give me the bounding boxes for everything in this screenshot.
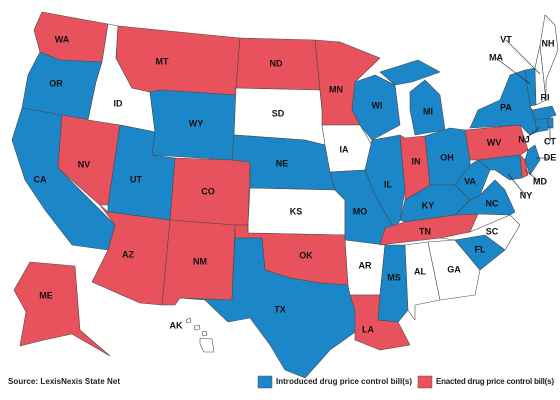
labels-layer: WA OR CA NV ID MT WY UT AZ CO NM ND SD NE KS OK TX MN IA MO… [34, 34, 557, 334]
state-label: CO [201, 186, 215, 196]
state-shape [91, 204, 171, 306]
state-label: PA [500, 102, 512, 112]
state-label: GA [447, 264, 461, 274]
state-shape [185, 317, 215, 353]
state-label: SC [486, 226, 499, 236]
state-shape [427, 239, 481, 301]
state-shape [529, 105, 557, 121]
state-label: KY [422, 200, 435, 210]
state-shape [379, 213, 479, 246]
state-label: NY [520, 190, 533, 200]
state-label: SD [272, 108, 285, 118]
state-label: TN [419, 226, 431, 236]
state-label: NC [486, 198, 499, 208]
state-label: OK [299, 250, 313, 260]
label-leader [505, 39, 541, 75]
state-shape [439, 214, 521, 251]
state-label: DE [544, 152, 557, 162]
label-leader [507, 173, 527, 197]
state-label: NJ [518, 134, 530, 144]
source-note: Source: LexisNexis State Net [8, 377, 120, 386]
state-label: ME [39, 290, 53, 300]
state-label: VA [464, 176, 476, 186]
state-label: WY [189, 118, 204, 128]
state-label: AK [170, 320, 183, 330]
state-label: MD [533, 176, 547, 186]
state-label: CT [544, 136, 556, 146]
state-label: RI [541, 92, 550, 102]
state-label: UT [130, 174, 142, 184]
state-shape [534, 117, 549, 133]
state-label: MA [489, 52, 503, 62]
legend-label: Introduced drug price control bill(s) [276, 377, 412, 386]
state-label: OR [49, 78, 63, 88]
state-label: AR [359, 260, 372, 270]
state-label: NM [193, 256, 207, 266]
state-shape [351, 74, 401, 141]
state-label: MN [329, 84, 343, 94]
state-shape [115, 25, 241, 96]
state-label: TX [274, 304, 286, 314]
state-label: WI [372, 100, 383, 110]
state-label: NE [276, 158, 289, 168]
state-label: LA [362, 324, 374, 334]
legend-swatch [257, 375, 273, 389]
state-label: ID [114, 98, 124, 108]
state-label: MS [387, 272, 401, 282]
label-leader [495, 57, 531, 85]
state-label: ND [270, 58, 283, 68]
state-label: KS [290, 206, 303, 216]
state-label: OH [440, 152, 454, 162]
state-shape [13, 261, 111, 357]
state-label: IL [384, 179, 393, 189]
state-label: IA [340, 144, 350, 154]
state-label: NV [78, 159, 91, 169]
legend: Introduced drug price control bill(s) Ena… [257, 375, 554, 389]
state-label: AL [414, 266, 426, 276]
state-label: MT [156, 56, 169, 66]
label-leader [524, 169, 541, 183]
state-shape [547, 117, 554, 129]
state-label: FL [475, 244, 486, 254]
state-label: WA [55, 34, 70, 44]
state-shape [179, 237, 359, 379]
states-layer [11, 11, 559, 379]
state-label: VT [500, 34, 512, 44]
state-label: NH [542, 38, 555, 48]
legend-label: Enacted drug price control bill(s) [436, 377, 554, 386]
state-label: AZ [122, 249, 134, 259]
state-label: MI [423, 106, 433, 116]
state-label: CA [34, 174, 47, 184]
state-label: MO [353, 206, 368, 216]
state-shape [524, 144, 541, 176]
state-label: IN [412, 156, 421, 166]
label-leader [523, 126, 541, 141]
legend-swatch [417, 375, 433, 389]
state-shape [519, 154, 529, 179]
state-shape [539, 14, 559, 101]
state-label: WV [487, 137, 502, 147]
